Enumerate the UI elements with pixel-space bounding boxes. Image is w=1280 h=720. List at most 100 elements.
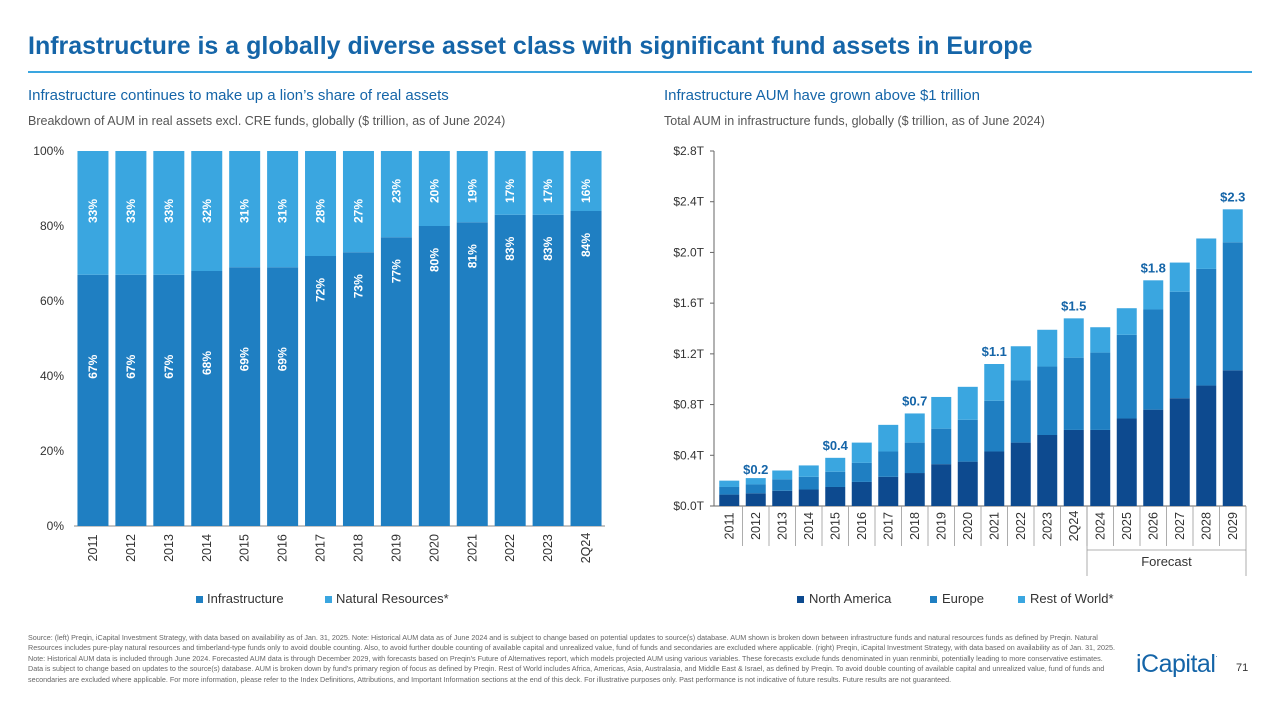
north-america-bar bbox=[1037, 435, 1058, 506]
europe-bar bbox=[931, 428, 952, 465]
north-america-bar bbox=[772, 490, 793, 506]
rest-of-world-bar bbox=[1196, 238, 1217, 269]
right-x-tick-label: 2018 bbox=[908, 512, 922, 540]
right-x-tick-label: 2028 bbox=[1199, 512, 1213, 540]
infrastructure-data-label: 67% bbox=[162, 354, 176, 378]
rest-of-world-bar bbox=[1143, 280, 1164, 310]
north-america-bar bbox=[931, 464, 952, 506]
north-america-bar bbox=[798, 489, 819, 506]
legend-label-europe: Europe bbox=[942, 591, 984, 606]
north-america-bar bbox=[1196, 385, 1217, 506]
left-y-tick-label: 60% bbox=[40, 294, 64, 308]
north-america-bar bbox=[1222, 370, 1243, 506]
infrastructure-data-label: 81% bbox=[465, 244, 479, 268]
rest-of-world-bar bbox=[1090, 327, 1111, 353]
left-y-tick-label: 80% bbox=[40, 219, 64, 233]
left-chart-title: Infrastructure continues to make up a li… bbox=[28, 87, 449, 104]
right-chart-title: Infrastructure AUM have grown above $1 t… bbox=[664, 87, 980, 104]
right-y-tick-label: $0.4T bbox=[673, 448, 704, 462]
natural-resources-bar bbox=[229, 151, 261, 268]
rest-of-world-bar bbox=[745, 478, 766, 485]
left-y-tick-label: 40% bbox=[40, 369, 64, 383]
north-america-bar bbox=[1090, 429, 1111, 506]
total-aum-label: $0.7 bbox=[902, 393, 927, 408]
north-america-bar bbox=[878, 476, 899, 506]
right-x-tick-label: 2023 bbox=[1040, 512, 1054, 540]
total-aum-label: $1.8 bbox=[1141, 260, 1166, 275]
europe-bar bbox=[772, 479, 793, 491]
rest-of-world-bar bbox=[851, 442, 872, 463]
total-aum-label: $1.1 bbox=[982, 344, 1007, 359]
right-x-tick-label: 2027 bbox=[1173, 512, 1187, 540]
infrastructure-data-label: 72% bbox=[314, 278, 328, 302]
natural-resources-bar bbox=[380, 151, 412, 238]
rest-of-world-bar bbox=[1169, 262, 1190, 292]
right-x-tick-label: 2020 bbox=[961, 512, 975, 540]
infrastructure-bar bbox=[570, 211, 602, 526]
natural-resources-data-label: 33% bbox=[86, 199, 100, 223]
infrastructure-bar bbox=[456, 222, 488, 526]
europe-bar bbox=[957, 419, 978, 462]
natural-resources-data-label: 31% bbox=[238, 199, 252, 223]
north-america-bar bbox=[851, 481, 872, 506]
infrastructure-bar bbox=[342, 252, 374, 526]
infrastructure-bar bbox=[305, 256, 337, 526]
right-x-tick-label: 2017 bbox=[881, 512, 895, 540]
natural-resources-data-label: 17% bbox=[541, 179, 555, 203]
left-x-tick-label: 2014 bbox=[200, 534, 214, 562]
natural-resources-bar bbox=[570, 151, 602, 211]
legend-swatch-infrastructure bbox=[196, 596, 203, 603]
infrastructure-data-label: 67% bbox=[86, 354, 100, 378]
rest-of-world-bar bbox=[931, 396, 952, 429]
legend-label-natural-resources: Natural Resources* bbox=[336, 591, 449, 606]
legend-label-infrastructure: Infrastructure bbox=[207, 591, 284, 606]
natural-resources-bar bbox=[494, 151, 526, 215]
europe-bar bbox=[1222, 242, 1243, 371]
infrastructure-bar bbox=[229, 267, 261, 526]
rest-of-world-bar bbox=[798, 465, 819, 477]
legend-label-north-america: North America bbox=[809, 591, 892, 606]
north-america-bar bbox=[957, 461, 978, 506]
infrastructure-bar bbox=[77, 274, 109, 526]
infrastructure-bar bbox=[380, 237, 412, 526]
left-x-tick-label: 2020 bbox=[427, 534, 441, 562]
north-america-bar bbox=[904, 473, 925, 506]
rest-of-world-bar bbox=[904, 413, 925, 443]
left-x-tick-label: 2013 bbox=[162, 534, 176, 562]
left-y-tick-label: 0% bbox=[47, 519, 65, 533]
left-x-tick-label: 2021 bbox=[465, 534, 479, 562]
left-x-tick-label: 2011 bbox=[86, 535, 100, 562]
left-y-tick-label: 20% bbox=[40, 444, 64, 458]
rest-of-world-bar bbox=[1116, 308, 1137, 335]
infrastructure-bar bbox=[418, 226, 450, 526]
right-x-tick-label: 2014 bbox=[802, 512, 816, 540]
natural-resources-bar bbox=[418, 151, 450, 226]
title-divider bbox=[28, 71, 1252, 73]
natural-resources-data-label: 33% bbox=[124, 199, 138, 223]
right-y-tick-label: $0.8T bbox=[673, 398, 704, 412]
legend-swatch-natural-resources bbox=[325, 596, 332, 603]
europe-bar bbox=[878, 451, 899, 477]
europe-bar bbox=[825, 471, 846, 487]
left-x-tick-label: 2015 bbox=[238, 534, 252, 562]
natural-resources-bar bbox=[153, 151, 185, 275]
total-aum-label: $1.5 bbox=[1061, 298, 1086, 313]
logo-text: iCapital bbox=[1136, 650, 1216, 678]
north-america-bar bbox=[1063, 429, 1084, 506]
europe-bar bbox=[1116, 334, 1137, 419]
infrastructure-data-label: 84% bbox=[579, 233, 593, 257]
left-y-tick-label: 100% bbox=[33, 144, 64, 158]
left-x-tick-label: 2017 bbox=[314, 534, 328, 562]
right-y-tick-label: $2.0T bbox=[673, 245, 704, 259]
rest-of-world-bar bbox=[825, 457, 846, 472]
north-america-bar bbox=[719, 494, 740, 506]
logo-mark: . bbox=[1215, 650, 1218, 659]
rest-of-world-bar bbox=[1010, 346, 1031, 381]
left-x-tick-label: 2012 bbox=[124, 534, 138, 562]
europe-bar bbox=[1063, 357, 1084, 430]
icapital-logo: iCapital. bbox=[1136, 650, 1218, 679]
north-america-bar bbox=[825, 486, 846, 506]
right-y-tick-label: $1.6T bbox=[673, 296, 704, 310]
right-x-tick-label: 2012 bbox=[749, 512, 763, 540]
north-america-bar bbox=[1010, 442, 1031, 506]
